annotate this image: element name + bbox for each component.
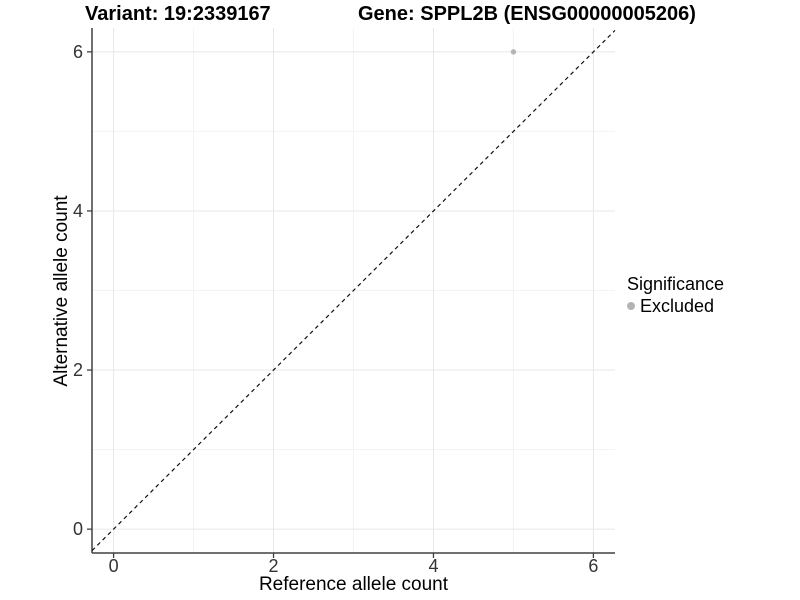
x-tick-label: 4: [428, 556, 438, 576]
legend-point-icon: [627, 302, 635, 310]
data-point: [510, 49, 517, 55]
y-tick-label: 0: [73, 519, 83, 539]
x-axis-label: Reference allele count: [258, 574, 449, 595]
gene-title: Gene: SPPL2B (ENSG00000005206): [358, 3, 696, 25]
legend-item-label: Excluded: [640, 296, 715, 316]
legend: Significance Excluded: [627, 273, 724, 317]
legend-item: Excluded: [627, 295, 724, 317]
x-tick-label: 0: [109, 556, 119, 576]
identity-dashed-line: [91, 29, 616, 552]
x-tick-label: 2: [269, 556, 279, 576]
y-tick-label: 2: [73, 360, 83, 380]
y-tick-label: 6: [73, 42, 83, 62]
variant-title: Variant: 19:2339167: [85, 3, 271, 25]
legend-title: Significance: [627, 274, 725, 294]
y-tick-label: 4: [73, 201, 83, 221]
legend-items: Excluded: [627, 295, 724, 317]
x-tick-label: 6: [588, 556, 598, 576]
y-axis-label: Alternative allele count: [51, 195, 72, 387]
